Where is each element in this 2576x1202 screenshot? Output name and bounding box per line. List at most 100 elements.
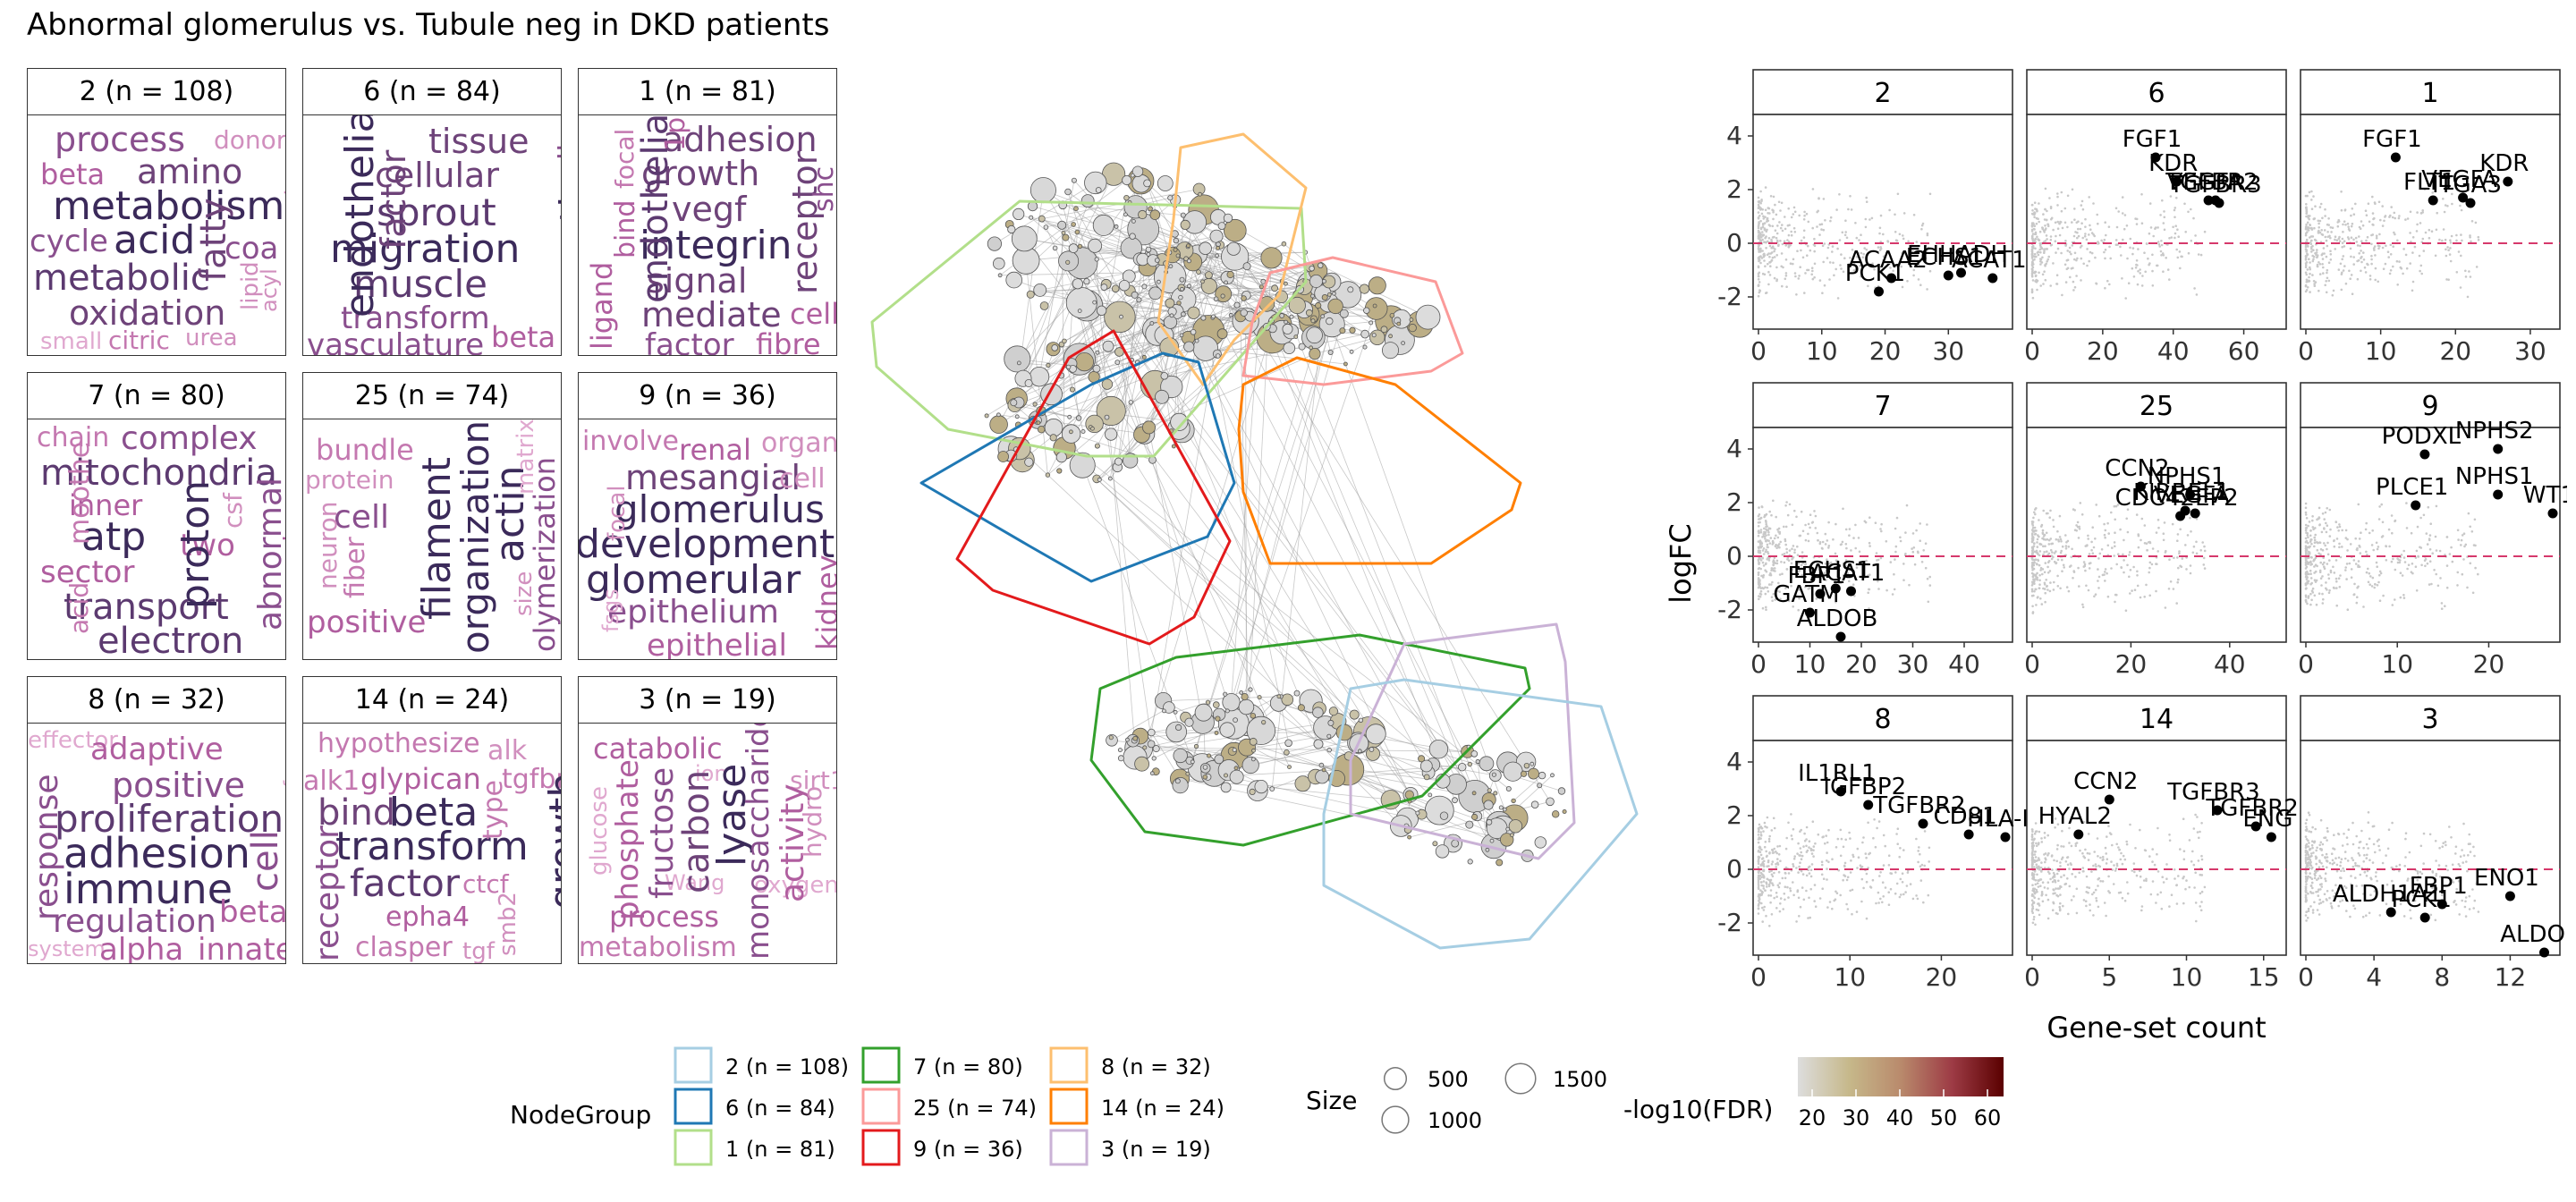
background-gene-point [2471, 888, 2474, 891]
background-gene-point [2043, 832, 2046, 834]
background-gene-point [1808, 872, 1811, 875]
network-node [1130, 173, 1135, 178]
network-node [1269, 786, 1275, 791]
background-gene-point [2457, 879, 2461, 883]
background-gene-point [2036, 209, 2038, 212]
background-gene-point [2047, 560, 2051, 563]
background-gene-point [1765, 548, 1767, 552]
background-gene-point [2052, 228, 2055, 232]
background-gene-point [2043, 836, 2046, 839]
background-gene-point [2309, 236, 2311, 239]
background-gene-point [2305, 215, 2308, 218]
network-node [1186, 243, 1191, 249]
background-gene-point [1798, 915, 1801, 918]
background-gene-point [2157, 226, 2159, 229]
background-gene-point [1761, 549, 1765, 552]
background-gene-point [1764, 889, 1767, 892]
wordcloud-word: small [40, 328, 103, 355]
background-gene-point [2042, 283, 2045, 285]
network-node [1204, 271, 1213, 280]
background-gene-point [2030, 248, 2034, 250]
background-gene-point [1860, 251, 1863, 255]
wordcloud-word: hypothesize [318, 728, 480, 759]
background-gene-point [2305, 600, 2308, 604]
background-gene-point [2411, 563, 2414, 565]
background-gene-point [1908, 583, 1911, 587]
background-gene-point [2306, 570, 2309, 573]
background-gene-point [2044, 860, 2046, 864]
background-gene-point [1927, 246, 1930, 250]
network-node [1257, 695, 1262, 700]
background-gene-point [2030, 833, 2034, 836]
background-gene-point [2034, 822, 2038, 825]
background-gene-point [2062, 563, 2065, 567]
background-gene-point [2030, 838, 2034, 841]
background-gene-point [2309, 592, 2312, 596]
background-gene-point [1790, 233, 1793, 237]
background-gene-point [2426, 876, 2428, 880]
background-gene-point [2383, 219, 2385, 223]
background-gene-point [1773, 256, 1776, 258]
gene-point-TGFBR3 [2214, 198, 2224, 208]
background-gene-point [1820, 860, 1824, 863]
background-gene-point [1799, 861, 1801, 864]
background-gene-point [2031, 268, 2034, 272]
background-gene-point [2377, 546, 2380, 548]
background-gene-point [1805, 838, 1808, 841]
background-gene-point [1785, 551, 1789, 554]
background-gene-point [2059, 893, 2062, 896]
background-gene-point [2352, 904, 2355, 907]
background-gene-point [1886, 263, 1890, 266]
background-gene-point [2083, 563, 2087, 566]
background-gene-point [2311, 909, 2315, 911]
background-gene-point [2149, 893, 2153, 896]
network-node [1222, 693, 1241, 712]
background-gene-point [1766, 220, 1768, 223]
background-gene-point [2030, 842, 2034, 845]
background-gene-point [1888, 208, 1891, 212]
network-node [1168, 264, 1174, 269]
network-node [1470, 813, 1479, 821]
background-gene-point [1774, 229, 1777, 232]
background-gene-point [2409, 262, 2411, 265]
background-gene-point [2195, 517, 2199, 521]
background-gene-point [1784, 866, 1788, 869]
background-gene-point [2340, 273, 2343, 275]
background-gene-point [1781, 876, 1784, 880]
facet-title: 14 [2140, 704, 2174, 735]
wordcloud-word: beta [219, 894, 285, 930]
network-node [1146, 251, 1151, 257]
background-gene-point [2172, 588, 2175, 590]
background-gene-point [1758, 291, 1761, 294]
network-node [1163, 315, 1178, 329]
background-gene-point [2365, 521, 2368, 525]
background-gene-point [2350, 214, 2352, 217]
gene-point-ENG [2266, 832, 2276, 842]
background-gene-point [2114, 504, 2118, 508]
network-node [1500, 833, 1514, 847]
background-gene-point [2426, 543, 2429, 546]
background-gene-point [1800, 851, 1802, 854]
background-gene-point [2156, 852, 2158, 856]
background-gene-point [1874, 845, 1877, 849]
background-gene-point [2320, 584, 2323, 587]
network-node [1248, 687, 1253, 692]
background-gene-point [1757, 224, 1760, 228]
background-gene-point [2079, 502, 2082, 504]
background-gene-point [2108, 245, 2111, 249]
background-gene-point [1849, 837, 1852, 840]
background-gene-point [2310, 226, 2313, 230]
background-gene-point [1758, 239, 1762, 241]
background-gene-point [1856, 847, 1860, 851]
background-gene-point [2347, 227, 2351, 231]
background-gene-point [2041, 273, 2045, 276]
wordcloud-word: chain [37, 422, 110, 453]
network-node [1095, 350, 1100, 355]
background-gene-point [1915, 894, 1918, 897]
background-gene-point [1823, 242, 1826, 245]
background-gene-point [2434, 840, 2437, 842]
background-gene-point [1758, 281, 1761, 284]
background-gene-point [2450, 234, 2453, 238]
background-gene-point [2321, 592, 2324, 596]
wordcloud-word-vertical: moothe [64, 441, 96, 545]
